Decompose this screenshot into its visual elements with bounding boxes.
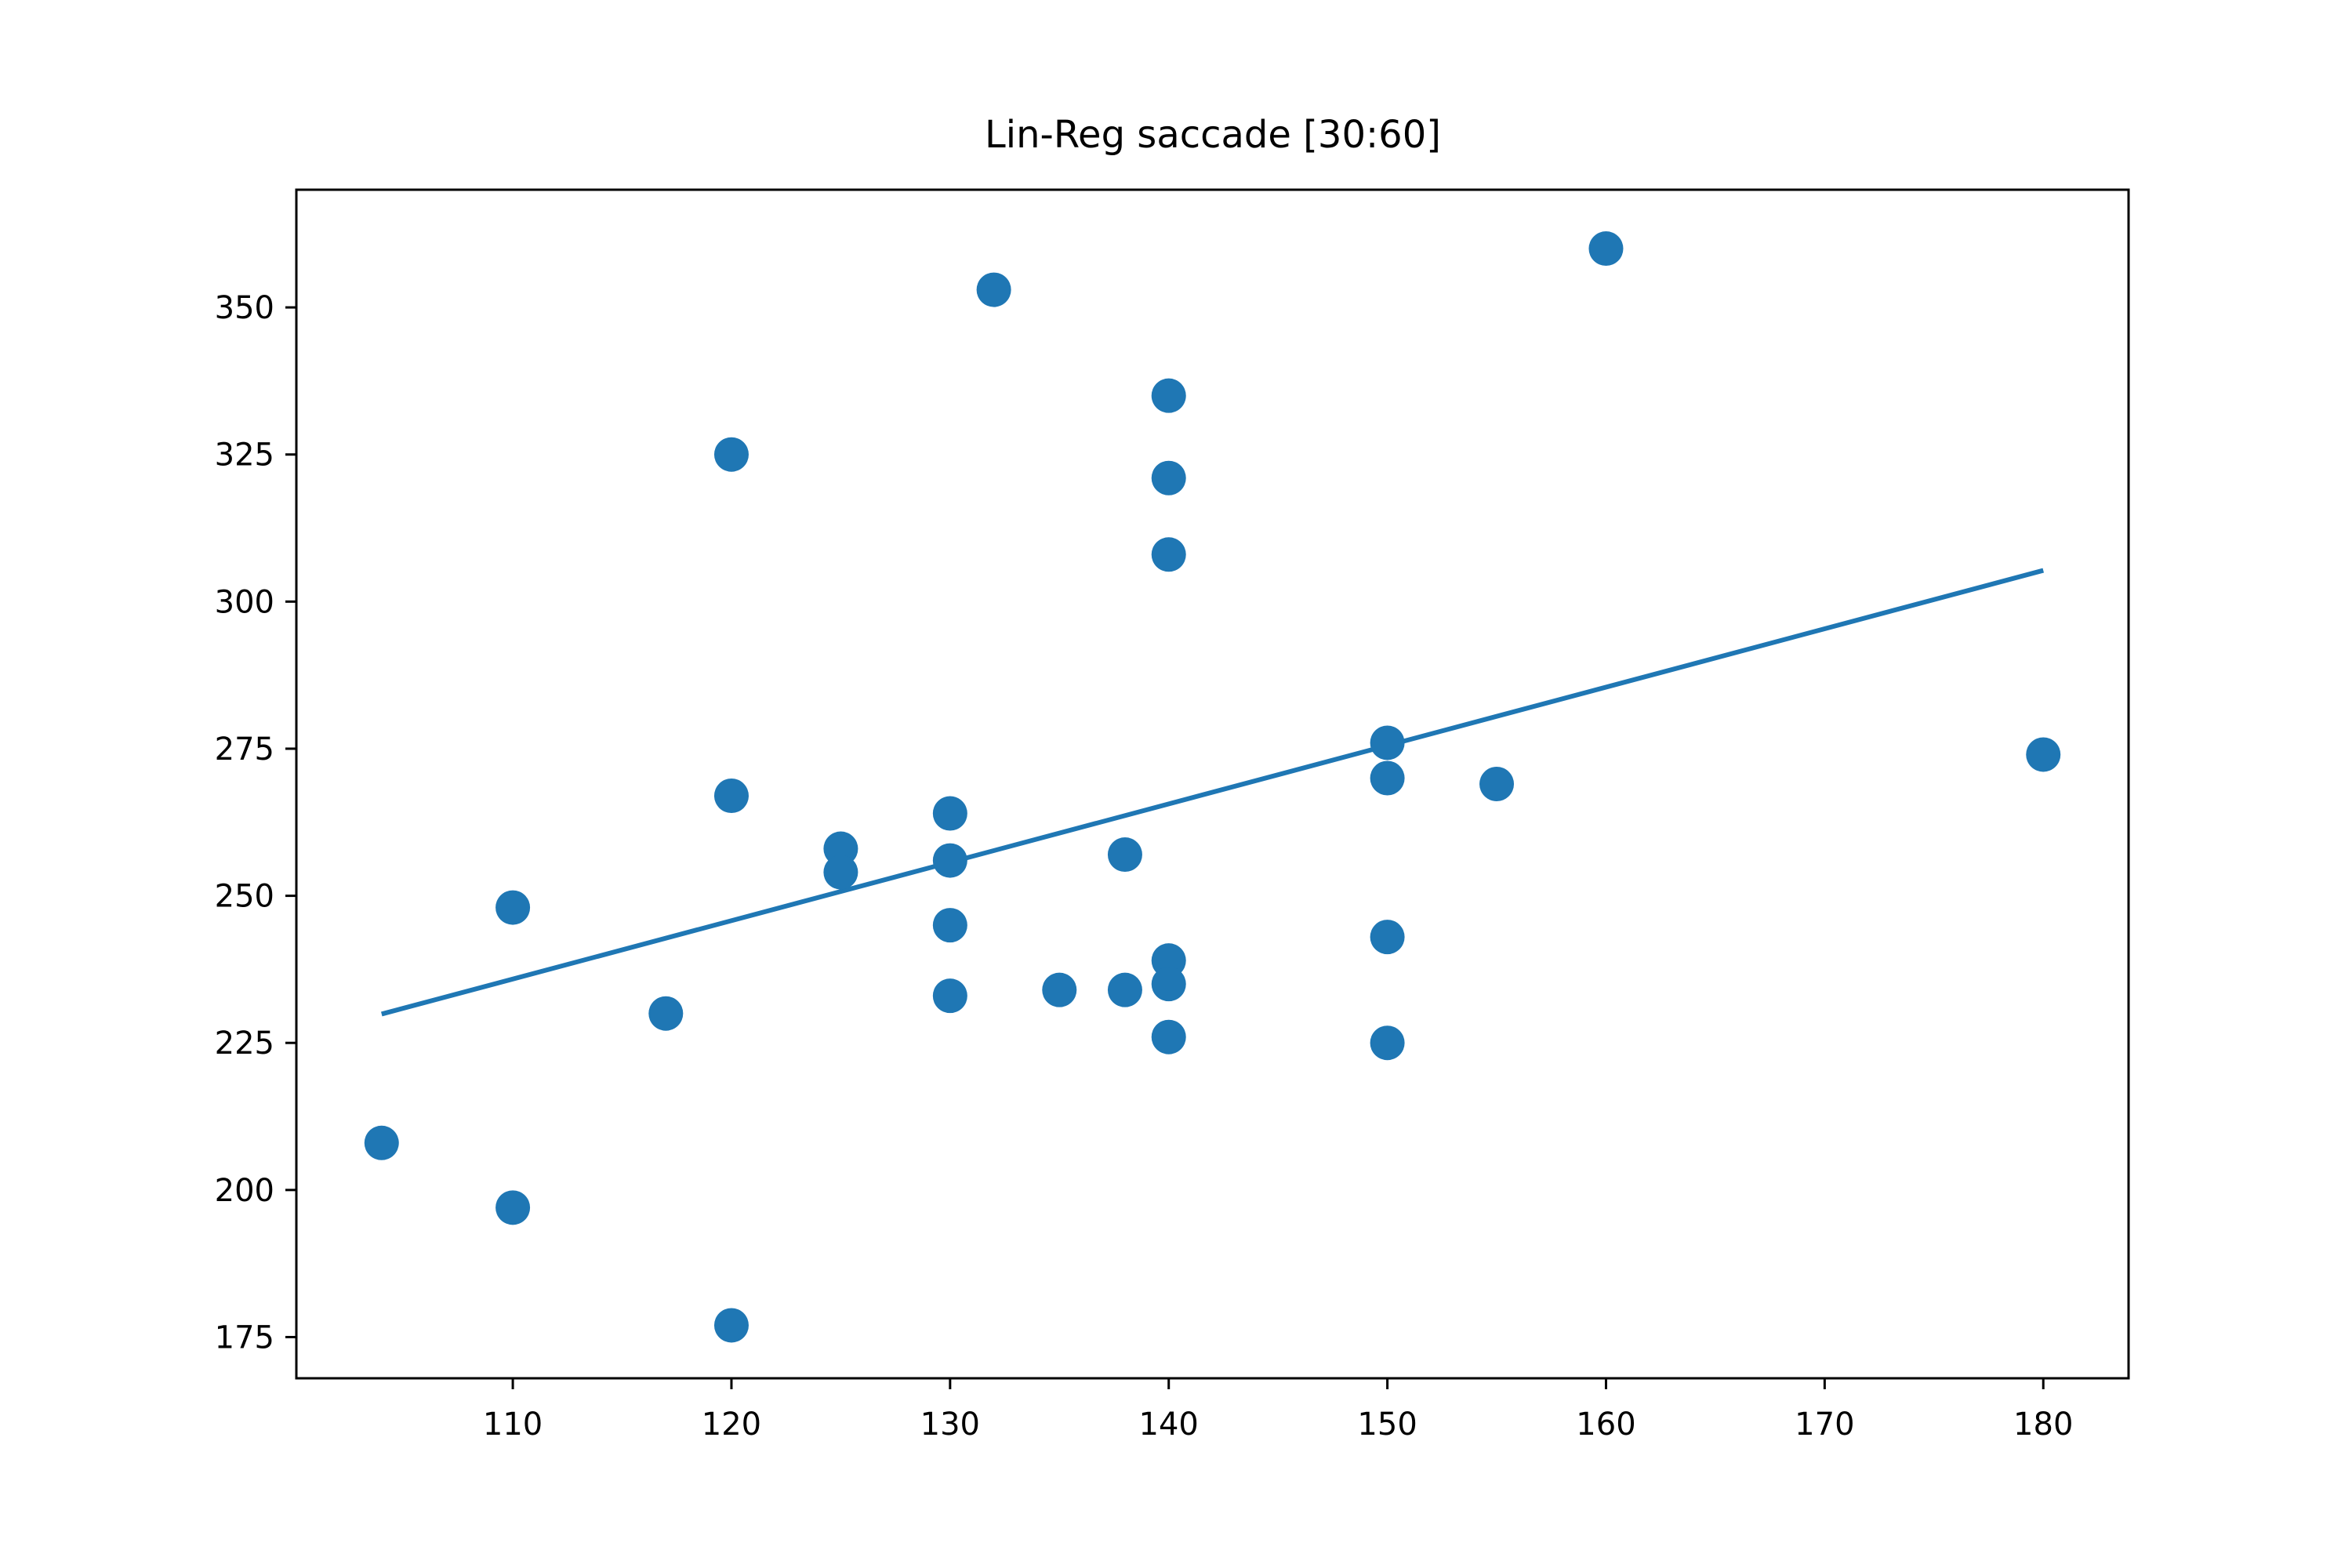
y-tick-label: 350 <box>215 290 274 326</box>
x-tick-label: 140 <box>1139 1406 1199 1443</box>
scatter-point <box>2026 737 2061 772</box>
scatter-point <box>1107 972 1142 1007</box>
scatter-point <box>713 779 749 814</box>
scatter-point <box>1370 725 1405 760</box>
x-tick-label: 110 <box>483 1406 543 1443</box>
scatter-point <box>1151 1019 1186 1054</box>
scatter-point <box>1151 537 1186 572</box>
scatter-point <box>932 908 967 943</box>
plot-area: 110 120 130 140 150 160 170 180 175 200 225 250 275 3… <box>215 188 2130 1443</box>
scatter-point <box>364 1125 399 1160</box>
scatter-point <box>823 855 858 890</box>
scatter-point <box>1370 1025 1405 1061</box>
scatter-point <box>1370 760 1405 796</box>
scatter-point <box>932 843 967 878</box>
scatter-point <box>1151 967 1186 1002</box>
scatter-point <box>1370 920 1405 955</box>
scatter-point <box>976 272 1011 307</box>
scatter-point <box>648 996 684 1031</box>
scatter-point <box>1588 231 1624 267</box>
chart-title: Lin-Reg saccade [30:60] <box>985 113 1441 157</box>
scatter-point <box>495 890 531 925</box>
y-tick-label: 175 <box>215 1319 274 1356</box>
y-tick-label: 325 <box>215 437 274 474</box>
y-tick-label: 250 <box>215 879 274 915</box>
scatter-point <box>1107 837 1142 873</box>
scatter-point <box>1151 378 1186 413</box>
y-tick-label: 200 <box>215 1173 274 1209</box>
y-tick-label: 275 <box>215 731 274 768</box>
scatter-point <box>1042 972 1077 1007</box>
axes-frame <box>295 188 2130 1380</box>
scatter-point <box>932 796 967 831</box>
scatter-point <box>495 1190 531 1225</box>
scatter-point <box>1479 767 1515 801</box>
scatter-point <box>932 978 967 1014</box>
x-tick-label: 150 <box>1357 1406 1417 1443</box>
y-tick-label: 225 <box>215 1025 274 1062</box>
scatter-point <box>713 437 749 472</box>
x-tick-label: 160 <box>1576 1406 1635 1443</box>
y-tick-label: 300 <box>215 584 274 620</box>
x-tick-label: 170 <box>1795 1406 1854 1443</box>
scatter-point <box>713 1308 749 1343</box>
scatter-point <box>1151 460 1186 495</box>
x-tick-label: 180 <box>2013 1406 2073 1443</box>
regression-line <box>380 568 2045 1017</box>
x-tick-label: 120 <box>702 1406 761 1443</box>
x-tick-label: 130 <box>920 1406 980 1443</box>
